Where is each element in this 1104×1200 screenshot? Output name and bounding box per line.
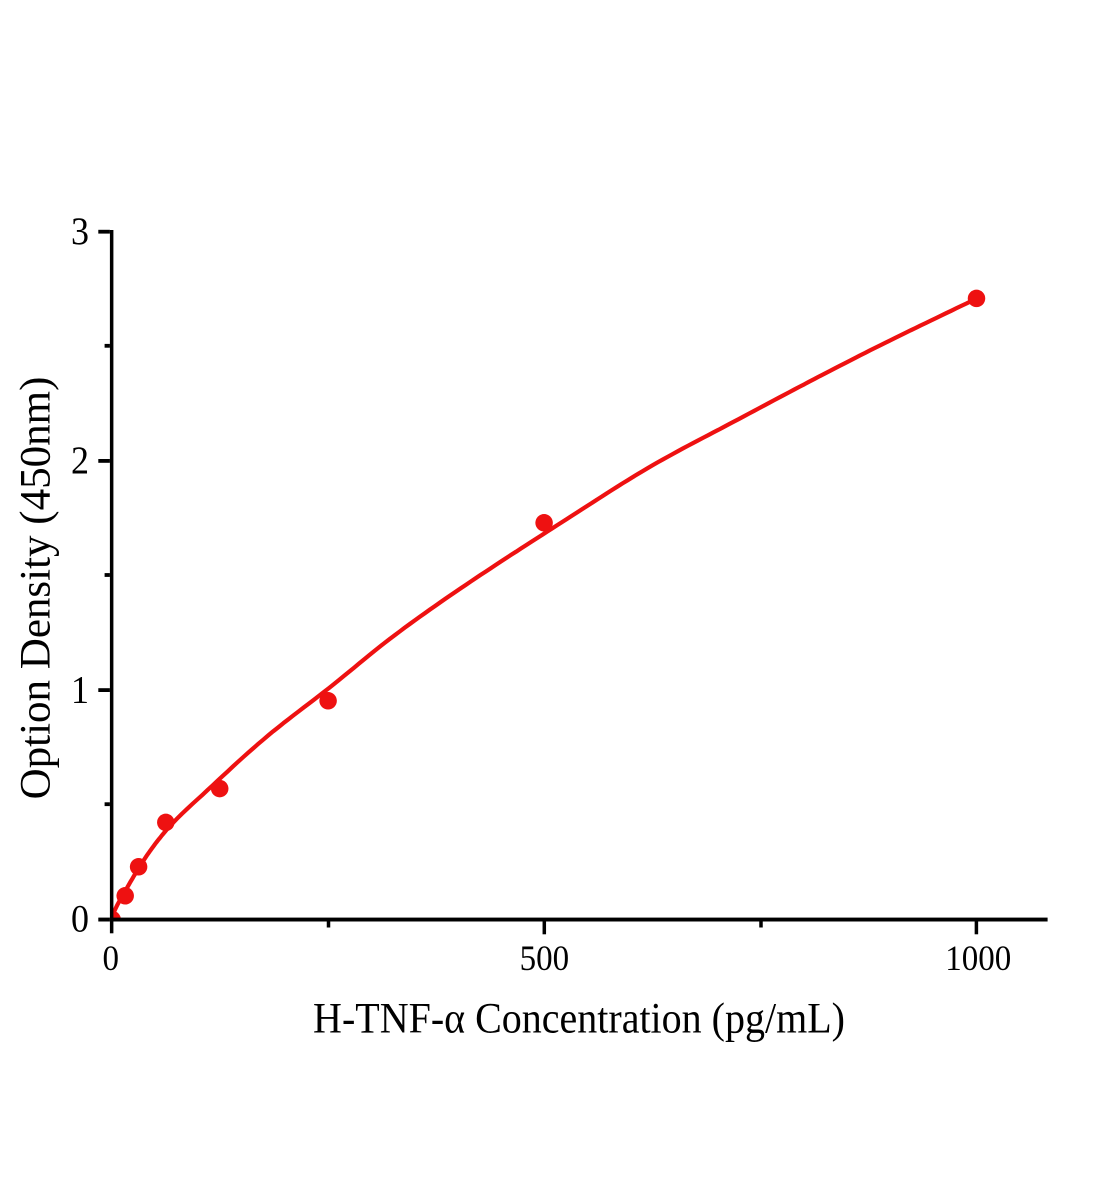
svg-text:0: 0 (102, 939, 119, 979)
svg-text:2: 2 (71, 440, 89, 483)
svg-text:1000: 1000 (945, 939, 1011, 979)
svg-text:H-TNF-α Concentration (pg/mL): H-TNF-α Concentration (pg/mL) (313, 995, 845, 1043)
svg-text:Option Density (450nm): Option Density (450nm) (13, 377, 60, 800)
svg-text:3: 3 (71, 211, 89, 254)
svg-text:1: 1 (71, 669, 89, 712)
svg-text:500: 500 (520, 939, 569, 979)
svg-text:0: 0 (71, 898, 89, 941)
